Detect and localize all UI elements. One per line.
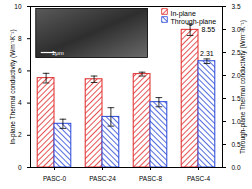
svg-text:8.55: 8.55: [202, 26, 216, 33]
svg-text:8: 8: [18, 35, 22, 42]
svg-text:3.0: 3.0: [231, 25, 241, 33]
svg-text:Through-plane Thermal conducti: Through-plane Thermal conductivity (Wm⁻¹…: [239, 20, 247, 154]
svg-text:0: 0: [18, 164, 22, 171]
svg-text:1.5: 1.5: [231, 94, 241, 102]
svg-text:4: 4: [18, 99, 22, 106]
svg-text:10: 10: [14, 3, 22, 10]
svg-text:0.0: 0.0: [232, 164, 241, 171]
svg-text:PASC-8: PASC-8: [139, 175, 162, 182]
svg-text:In-plane Thermal conductivity: In-plane Thermal conductivity (Wm⁻¹K⁻¹): [9, 29, 17, 144]
svg-text:PASC-4: PASC-4: [187, 175, 210, 182]
svg-text:1μm: 1μm: [52, 50, 64, 56]
svg-text:1.0: 1.0: [231, 117, 241, 125]
svg-text:PASC-24: PASC-24: [89, 175, 116, 182]
svg-text:2.31: 2.31: [200, 50, 214, 57]
svg-text:0.5: 0.5: [231, 140, 241, 148]
svg-text:3.5: 3.5: [232, 3, 241, 10]
svg-text:6: 6: [18, 67, 22, 74]
svg-text:2.0: 2.0: [231, 71, 241, 79]
svg-text:PASC-0: PASC-0: [43, 175, 66, 182]
svg-text:Through-plane: Through-plane: [171, 18, 217, 26]
svg-text:In-plane: In-plane: [171, 10, 196, 18]
svg-text:2.5: 2.5: [231, 48, 241, 56]
svg-text:2: 2: [18, 131, 22, 138]
